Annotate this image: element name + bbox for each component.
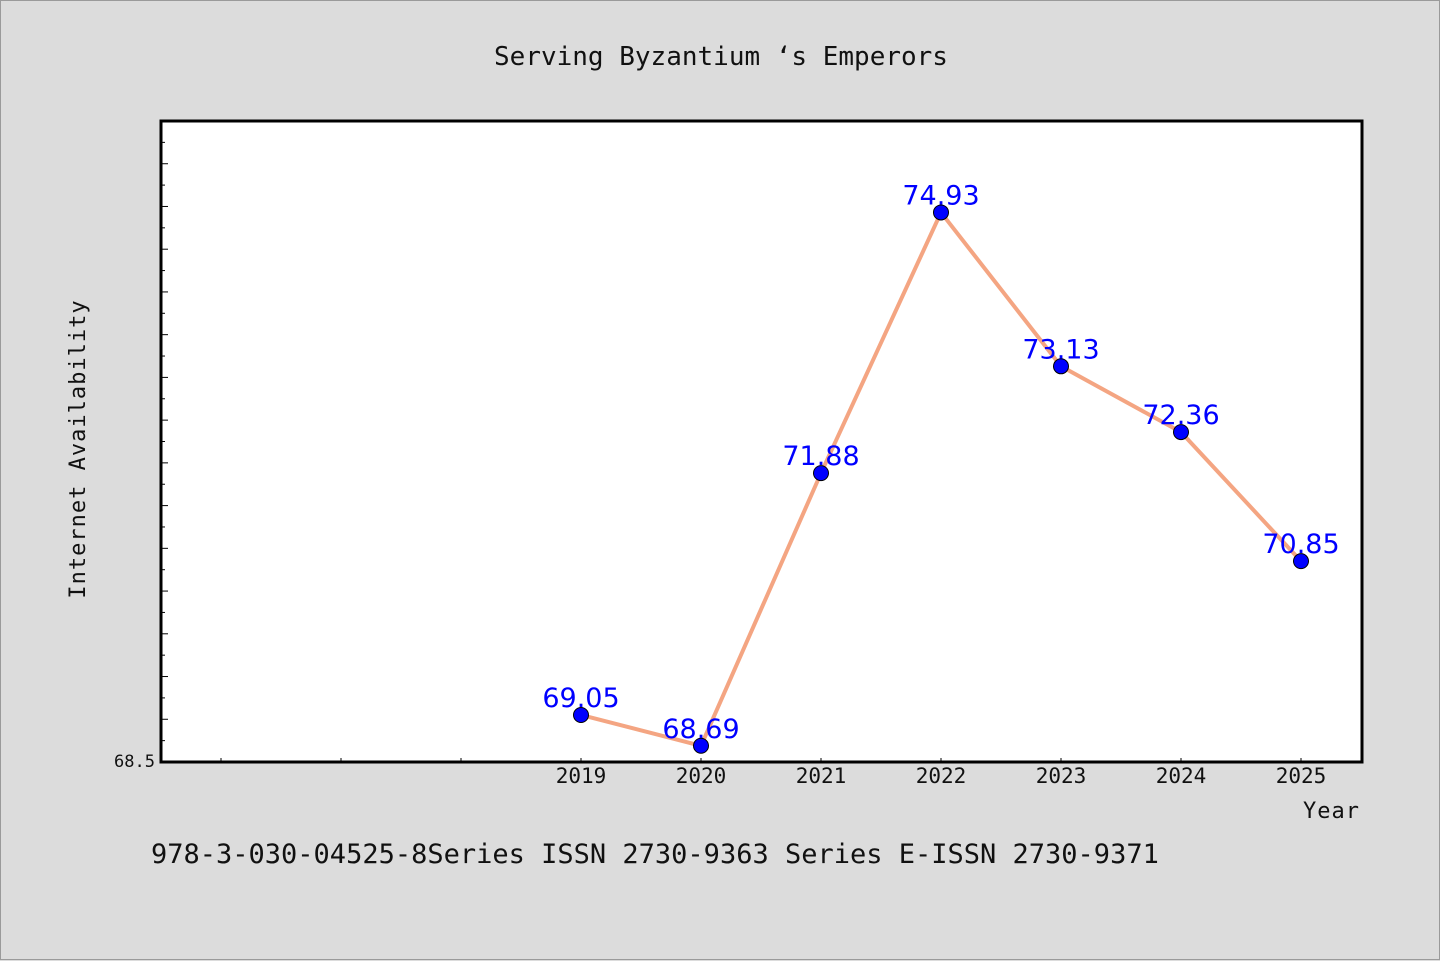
data-point (573, 706, 589, 723)
data-point (933, 204, 949, 221)
x-tick-label: 2020 (676, 764, 727, 788)
x-tick-label: 2023 (1036, 764, 1087, 788)
data-labels: 69.05 68.69 71.88 74.93 73.13 72.36 70.85 (542, 180, 1339, 744)
data-label: 72.36 (1142, 400, 1219, 431)
x-tick-label: 2024 (1156, 764, 1207, 788)
series-markers (573, 204, 1309, 754)
data-label: 69.05 (542, 683, 619, 714)
x-tick-label: 2019 (556, 764, 607, 788)
data-label: 74.93 (902, 180, 979, 211)
data-point (813, 465, 829, 482)
data-point (1173, 424, 1189, 441)
data-label: 73.13 (1022, 334, 1099, 365)
y-axis-label: Internet Availability (66, 299, 91, 598)
data-point (1053, 358, 1069, 375)
data-label: 70.85 (1262, 529, 1339, 560)
data-point (693, 737, 709, 754)
data-label: 68.69 (662, 714, 739, 745)
x-tick-label: 2021 (796, 764, 847, 788)
x-tick-label: 2025 (1276, 764, 1327, 788)
data-point (1293, 553, 1309, 570)
x-tick-label: 2022 (916, 764, 967, 788)
y-tick-label-min: 68.5 (114, 752, 155, 772)
chart-title: Serving Byzantium ‘s Emperors (494, 42, 948, 72)
plot-area (161, 121, 1362, 762)
footer-text: 978-3-030-04525-8Series ISSN 2730-9363 S… (151, 839, 1159, 870)
x-axis-label: Year (1303, 799, 1360, 824)
plot-border (159, 119, 1364, 764)
x-tick-labels: 2019 2020 2021 2022 2023 2024 2025 (556, 764, 1327, 788)
data-label: 71.88 (782, 441, 859, 472)
